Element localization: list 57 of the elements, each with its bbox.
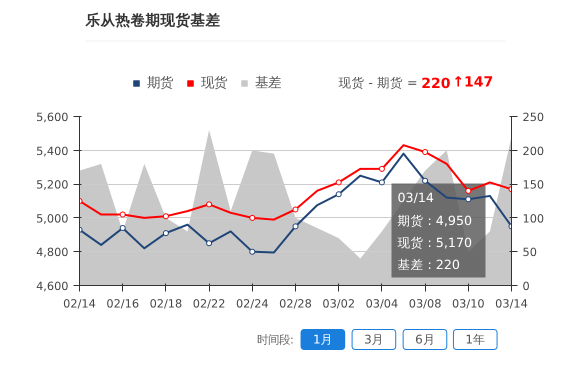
point xyxy=(422,178,428,184)
point xyxy=(206,240,212,246)
x-tick-label: 03/02 xyxy=(322,296,356,310)
x-tick-label: 02/14 xyxy=(63,296,96,310)
y-tick-label: 4,800 xyxy=(36,245,69,260)
text: 6月 xyxy=(415,332,435,346)
y2-tick-label: 200 xyxy=(522,144,544,158)
point xyxy=(465,188,472,194)
y2-tick-label: 250 xyxy=(522,110,544,124)
x-tick-label: 02/16 xyxy=(106,296,140,310)
point xyxy=(378,179,385,186)
y-tick-label: 4,600 xyxy=(36,279,69,293)
point xyxy=(120,225,126,232)
point xyxy=(249,248,256,255)
point xyxy=(162,213,169,220)
point xyxy=(336,179,342,186)
chart-title: 乐从热卷期现货基差 xyxy=(84,12,220,29)
y-tick-label: 5,600 xyxy=(36,110,69,124)
point xyxy=(206,201,212,208)
point xyxy=(162,230,169,236)
point xyxy=(292,206,298,212)
x-tick-label: 02/18 xyxy=(150,296,182,310)
point xyxy=(249,214,256,221)
text: 1月 xyxy=(313,332,333,346)
x-tick-label: 02/22 xyxy=(192,296,226,310)
point xyxy=(465,196,472,202)
text: 1年 xyxy=(465,332,486,346)
text: 现货 - 期货 = xyxy=(338,75,418,90)
legend-label: 期货 xyxy=(147,75,173,92)
x-tick-label: 03/10 xyxy=(452,296,485,310)
legend-label: 基差 xyxy=(255,74,281,92)
y-tick-label: 5,200 xyxy=(36,178,69,192)
annotation: 现货 : 5,170 xyxy=(398,235,472,250)
y-tick-label: 5,400 xyxy=(36,144,69,158)
text: ↑147 xyxy=(452,74,494,90)
point xyxy=(336,191,342,198)
y2-tick-label: 100 xyxy=(522,211,544,226)
y2-tick-label: 150 xyxy=(522,178,544,192)
y-tick-label: 5,000 xyxy=(36,211,69,226)
point xyxy=(120,212,126,218)
text: 时间段: xyxy=(257,332,294,346)
annotation: 03/14 xyxy=(398,190,434,205)
y2-tick-label: 0 xyxy=(522,279,530,293)
point xyxy=(378,166,385,172)
annotation: 基差 : 220 xyxy=(398,257,460,272)
legend-label: 现货 xyxy=(201,75,227,92)
point xyxy=(422,148,428,155)
text: 220 xyxy=(421,76,451,92)
x-tick-label: 03/04 xyxy=(366,296,398,310)
annotation: 期货 : 4,950 xyxy=(398,213,472,228)
x-tick-label: 02/28 xyxy=(279,296,312,310)
x-tick-label: 02/24 xyxy=(236,296,269,310)
text: 3月 xyxy=(364,332,384,346)
y2-tick-label: 50 xyxy=(522,245,537,260)
x-tick-label: 03/08 xyxy=(408,296,442,310)
point xyxy=(292,223,298,230)
x-tick-label: 03/14 xyxy=(495,296,528,310)
